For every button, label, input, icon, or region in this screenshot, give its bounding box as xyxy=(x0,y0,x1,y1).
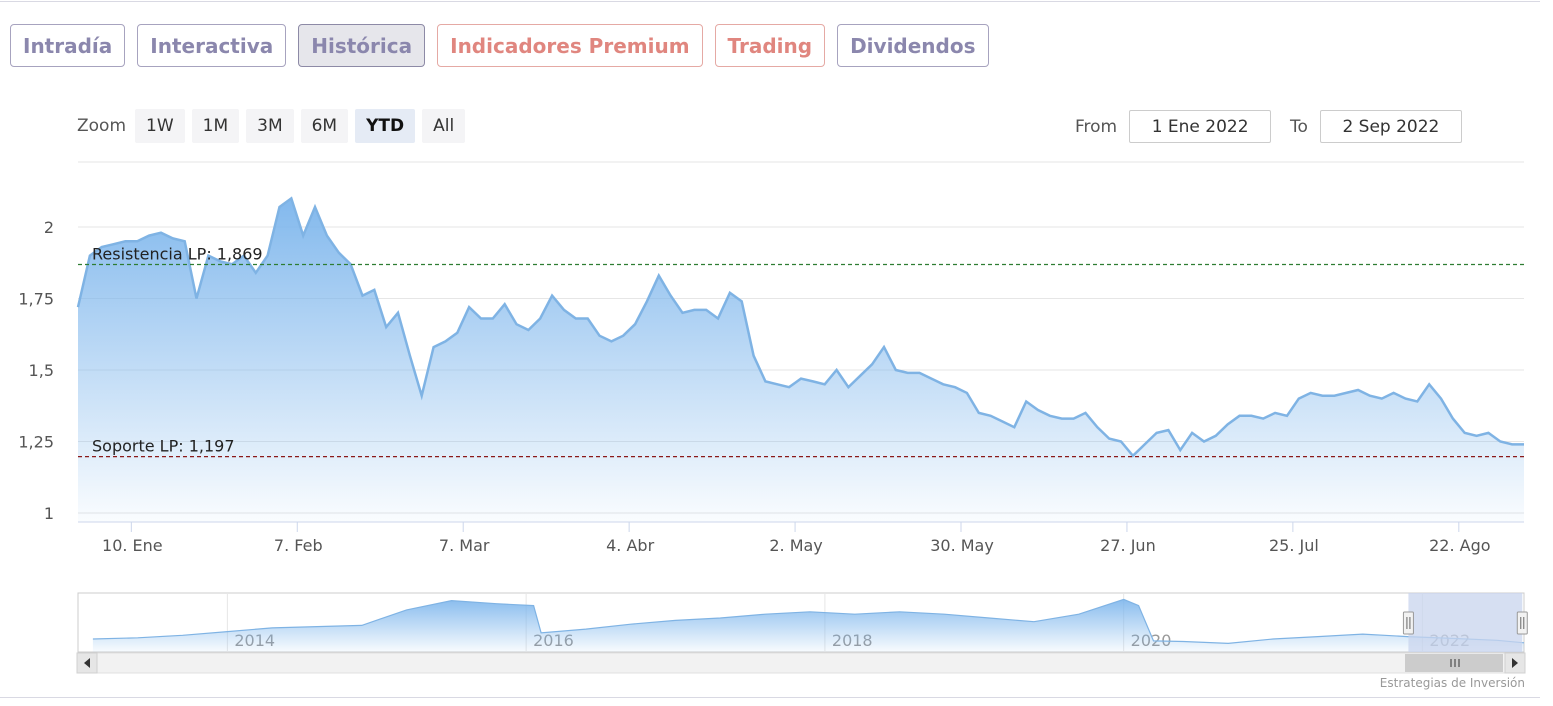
top-divider xyxy=(0,1,1540,2)
navigator-right-handle[interactable] xyxy=(1516,611,1528,635)
tab-interactiva[interactable]: Interactiva xyxy=(137,24,287,67)
navigator-left-handle[interactable] xyxy=(1402,611,1414,635)
credits-text: Estrategias de Inversión xyxy=(1379,676,1525,690)
scrollbar-thumb[interactable] xyxy=(1405,654,1503,672)
chart-tabs: Intradía Interactiva Histórica Indicador… xyxy=(10,24,989,67)
zoom-3m-button[interactable]: 3M xyxy=(246,109,294,143)
tab-trading[interactable]: Trading xyxy=(714,24,826,67)
zoom-1w-button[interactable]: 1W xyxy=(135,109,185,143)
zoom-all-button[interactable]: All xyxy=(422,109,466,143)
range-to-input[interactable] xyxy=(1319,110,1462,143)
chevron-right-icon xyxy=(1512,658,1518,668)
scrollbar-track[interactable] xyxy=(76,652,1526,674)
y-tick-label: 1,5 xyxy=(29,361,54,380)
range-from-input[interactable] xyxy=(1129,110,1272,143)
y-tick-label: 1,25 xyxy=(18,433,54,452)
tab-dividendos[interactable]: Dividendos xyxy=(837,24,989,67)
range-from: From xyxy=(1075,110,1272,143)
zoom-selector: Zoom 1W 1M 3M 6M YTD All xyxy=(77,109,472,143)
x-tick-label: 7. Feb xyxy=(274,536,323,555)
zoom-label: Zoom xyxy=(77,116,127,136)
x-tick-label: 4. Abr xyxy=(606,536,654,555)
zoom-1m-button[interactable]: 1M xyxy=(191,109,240,143)
range-from-label: From xyxy=(1075,116,1118,137)
x-tick-label: 22. Ago xyxy=(1429,536,1490,555)
support-line-label: Soporte LP: 1,197 xyxy=(92,437,235,456)
x-tick-label: 27. Jun xyxy=(1100,536,1156,555)
x-tick-label: 10. Ene xyxy=(102,536,163,555)
x-tick-label: 30. May xyxy=(930,536,994,555)
range-to-label: To xyxy=(1290,116,1308,137)
resistance-line-label: Resistencia LP: 1,869 xyxy=(92,244,263,263)
zoom-ytd-button[interactable]: YTD xyxy=(355,109,416,143)
tab-intradia[interactable]: Intradía xyxy=(10,24,126,67)
tab-historica[interactable]: Histórica xyxy=(298,24,426,67)
y-tick-label: 1 xyxy=(44,504,54,523)
navigator-area xyxy=(92,599,1524,652)
price-area xyxy=(78,198,1524,522)
y-tick-label: 1,75 xyxy=(18,290,54,309)
navigator-selection[interactable] xyxy=(1408,593,1523,652)
chevron-left-icon xyxy=(84,658,90,668)
price-series-line xyxy=(76,196,1524,458)
y-tick-label: 2 xyxy=(44,218,54,237)
tab-indicadores-premium[interactable]: Indicadores Premium xyxy=(437,24,703,67)
x-tick-label: 25. Jul xyxy=(1269,536,1319,555)
x-tick-label: 7. Mar xyxy=(439,536,490,555)
x-tick-label: 2. May xyxy=(769,536,822,555)
zoom-6m-button[interactable]: 6M xyxy=(300,109,349,143)
range-to: To xyxy=(1290,110,1462,143)
bottom-divider xyxy=(0,697,1540,698)
navigator-series-line xyxy=(92,598,1525,645)
